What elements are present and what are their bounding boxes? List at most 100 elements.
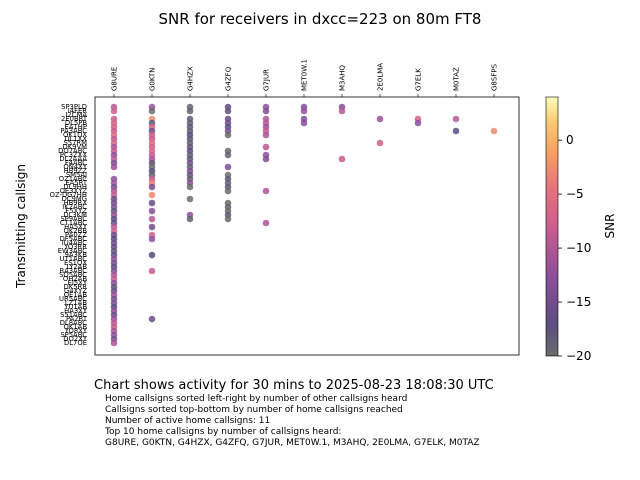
data-point: [338, 107, 346, 115]
y-tick-label: OE1AB: [64, 291, 88, 299]
y-tick-label: UT1ABC: [60, 255, 88, 263]
y-tick-label: YO8XY: [64, 327, 88, 335]
data-point: [224, 107, 232, 115]
data-point: [148, 215, 156, 223]
y-tick-label: F4ABC: [65, 159, 87, 167]
x-tick-label: M0TAZ: [453, 67, 461, 91]
data-point: [452, 115, 460, 123]
y-tick-label: ES1QX: [64, 259, 87, 267]
x-tick-label: G0KTN: [149, 68, 157, 91]
y-tick-labels: SP3PLDI4FERI2CMA2E0BRTDL5PBEA1HPPA3ABCOK…: [50, 103, 88, 347]
y-tick-label: PA0ZZ: [65, 231, 87, 239]
data-point: [338, 155, 346, 163]
y-tick-label: HA5XY: [64, 223, 88, 231]
data-point: [110, 339, 118, 347]
y-tick-label: 9A3KB: [65, 251, 88, 259]
data-point: [148, 235, 156, 243]
data-point: [262, 187, 270, 195]
data-point: [452, 127, 460, 135]
y-tick-label: PC3ZXX: [60, 151, 87, 159]
y-tick-label: DC9MG: [62, 195, 87, 203]
plot-area: [94, 96, 520, 356]
data-point: [148, 207, 156, 215]
chart-caption: Chart shows activity for 30 mins to 2025…: [94, 378, 494, 393]
data-point: [148, 199, 156, 207]
y-tick-label: SP3PLD: [61, 103, 87, 111]
data-point: [300, 119, 308, 127]
y-tick-label: HB9ZZ: [64, 167, 88, 175]
y-tick-label: HB9RX: [64, 199, 88, 207]
y-tick-label: RA3ABC: [60, 267, 88, 275]
data-point: [414, 119, 422, 127]
x-tick-labels: G8URE G0KTN G4HZX G4ZFQ G7JUR MET0W.1 M3AHQ 2E0…: [111, 59, 499, 97]
y-tick-label: DO2XY: [63, 335, 88, 343]
data-point: [224, 131, 232, 139]
data-point: [300, 107, 308, 115]
data-point: [224, 163, 232, 171]
y-tick-label: PA3ABC: [60, 127, 87, 135]
colorbar-label: SNR: [603, 214, 617, 239]
colorbar-tick-label: −20: [566, 349, 591, 363]
y-tick-label: OK1DX: [63, 131, 87, 139]
x-tick-label: M3AHQ: [339, 64, 347, 91]
y-tick-label: LZ1AB: [65, 299, 87, 307]
colorbar-tick-label: −15: [566, 295, 591, 309]
y-tick-label: SP5ABC: [60, 331, 87, 339]
y-tick-label: DO7ABC: [58, 147, 87, 155]
y-axis-label: Transmitting callsign: [14, 164, 28, 289]
y-tick-label: ON4XY: [63, 163, 87, 171]
y-tick-label: DL9HH: [63, 183, 87, 191]
note-line: Top 10 home callsigns by number of calls…: [105, 427, 342, 437]
chart-title: SNR for receivers in dxcc=223 on 80m FT8: [159, 10, 482, 28]
y-tick-label: PA2RT: [66, 315, 88, 323]
y-tick-label: HA3XY: [64, 307, 88, 315]
y-tick-label: CT1ABC: [60, 219, 87, 227]
colorbar: [545, 96, 559, 357]
x-tick-label: G4ZFQ: [225, 66, 233, 91]
data-point: [262, 155, 270, 163]
y-tick-label: DL8ABC: [60, 319, 88, 327]
y-tick-label: DL3KM: [63, 211, 87, 219]
y-tick-label: OZ1ABC: [59, 175, 88, 183]
y-tick-label: DK5RR: [64, 283, 88, 291]
data-points: [110, 103, 498, 347]
data-point: [148, 315, 156, 323]
x-tick-label: G8URE: [111, 67, 119, 91]
y-tick-label: 2E0BRT: [61, 115, 88, 123]
data-point: [262, 107, 270, 115]
data-point: [110, 163, 118, 171]
x-tick-label: G7ELK: [415, 68, 423, 91]
y-tick-label: SQ5ABC: [59, 271, 87, 279]
data-point: [262, 131, 270, 139]
y-tick-label: DL1XX: [64, 135, 87, 143]
y-tick-label: OH2AB: [63, 275, 87, 283]
x-tick-label: MET0W.1: [301, 59, 309, 91]
y-tick-label: DL7OE: [64, 339, 87, 347]
colorbar-tick-label: −5: [566, 187, 584, 201]
data-point: [490, 127, 498, 135]
y-tick-label: LY2AB: [66, 263, 87, 271]
colorbar-tick-label: 0: [566, 133, 574, 147]
data-point: [186, 215, 194, 223]
y-tick-label: IK2ABC: [62, 203, 87, 211]
colorbar-tick-label: −10: [566, 241, 591, 255]
y-tick-label: SM5AJ: [66, 171, 87, 179]
data-point: [262, 143, 270, 151]
data-point: [148, 183, 156, 191]
y-tick-label: F5XYZ: [65, 207, 87, 215]
data-point: [224, 215, 232, 223]
data-point: [262, 219, 270, 227]
y-tick-label: YU1AB: [63, 303, 87, 311]
note-line: G8URE, G0KTN, G4HZX, G4ZFQ, G7JUR, MET0W…: [105, 438, 480, 448]
colorbar-ticks: 0 −5 −10 −15 −20: [558, 133, 591, 363]
y-tick-label: YO3RR: [63, 243, 87, 251]
x-tick-label: 2E0LMA: [377, 63, 385, 91]
chart-notes: Home callsigns sorted left-right by numb…: [105, 394, 480, 449]
data-point: [148, 191, 156, 199]
y-tick-label: EI5XY: [68, 279, 88, 287]
data-point: [376, 139, 384, 147]
data-point: [186, 195, 194, 203]
data-point: [148, 251, 156, 259]
y-tick-label: DK9VM: [62, 143, 87, 151]
